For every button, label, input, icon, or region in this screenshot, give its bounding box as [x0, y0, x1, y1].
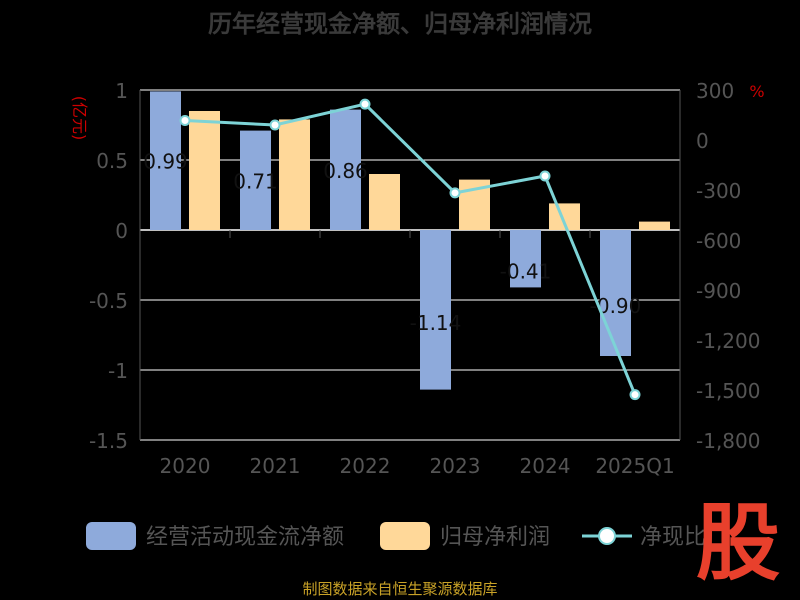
x-tick-label: 2024 — [520, 454, 571, 478]
bar-cash-flow — [330, 109, 361, 230]
right-tick-label: -1,500 — [696, 379, 760, 403]
legend: 经营活动现金流净额 归母净利润 净现比 — [86, 522, 706, 550]
right-tick-label: -1,800 — [696, 429, 760, 453]
right-axis-unit: % — [749, 82, 764, 101]
legend-swatch-net-profit — [380, 522, 430, 550]
ratio-point — [179, 115, 191, 126]
ratio-point — [629, 389, 641, 401]
right-tick-label: 300 — [696, 79, 734, 103]
legend-swatch-cash-flow — [86, 522, 136, 550]
left-axis-unit: (亿元) — [70, 96, 89, 141]
right-tick-label: -1,200 — [696, 329, 760, 353]
right-tick-label: 0 — [696, 129, 709, 153]
left-tick-label: -1 — [108, 359, 128, 383]
legend-swatch-ratio-point — [598, 527, 616, 545]
bar-cash-flow — [150, 91, 181, 231]
bar-net-profit — [639, 221, 670, 230]
bar-data-labels: 0.990.71 0.86-1.14-0.41-0.90 — [143, 150, 641, 335]
bar-data-label: -0.41 — [500, 260, 552, 284]
ratio-point — [359, 98, 371, 110]
bar-net-profit — [369, 174, 400, 230]
left-tick-label: 0.5 — [96, 149, 128, 173]
x-tick-label: 2022 — [340, 454, 391, 478]
x-tick-label: 2025Q1 — [595, 454, 674, 478]
ratio-point — [539, 170, 551, 182]
x-axis-ticks: 2020 2021 2022 2023 2024 2025Q1 — [160, 230, 675, 478]
bar-data-label: 0.71 — [233, 169, 278, 193]
bar-cash-flow — [240, 130, 271, 230]
ratio-point — [269, 119, 281, 131]
chart-title: 历年经营现金净额、归母净利润情况 — [208, 10, 592, 38]
left-axis-ticks: 1 0.5 0 -0.5 -1 -1.5 — [89, 79, 128, 453]
left-tick-label: 0 — [115, 219, 128, 243]
watermark-logo: 股 — [696, 494, 780, 592]
ratio-line-series — [179, 98, 641, 401]
left-tick-label: 1 — [115, 79, 128, 103]
ratio-point — [449, 187, 461, 199]
bar-net-profit — [189, 111, 220, 230]
data-source-note: 制图数据来自恒生聚源数据库 — [302, 580, 497, 598]
gridlines — [139, 89, 681, 441]
right-axis-ticks: 300 0 -300 -600 -900 -1,200 -1,500 -1,800 — [696, 79, 760, 453]
x-tick-label: 2021 — [250, 454, 301, 478]
left-tick-label: -1.5 — [89, 429, 128, 453]
bar-data-label: -1.14 — [410, 311, 462, 335]
bar-cash-flow — [420, 230, 451, 390]
right-tick-label: -300 — [696, 179, 741, 203]
right-tick-label: -900 — [696, 279, 741, 303]
legend-label-ratio: 净现比 — [640, 525, 706, 550]
bar-net-profit — [279, 119, 310, 230]
ratio-line — [184, 102, 637, 396]
bar-cash-flow — [600, 230, 631, 356]
legend-label-cash-flow: 经营活动现金流净额 — [146, 525, 344, 550]
legend-label-net-profit: 归母净利润 — [440, 525, 550, 550]
left-tick-label: -0.5 — [89, 289, 128, 313]
bars — [150, 91, 670, 390]
right-tick-label: -600 — [696, 229, 741, 253]
bar-data-label: 0.99 — [143, 150, 188, 174]
bar-cash-flow — [510, 230, 541, 288]
x-tick-label: 2020 — [160, 454, 211, 478]
bar-data-label: 0.86 — [323, 159, 368, 183]
x-tick-label: 2023 — [430, 454, 481, 478]
